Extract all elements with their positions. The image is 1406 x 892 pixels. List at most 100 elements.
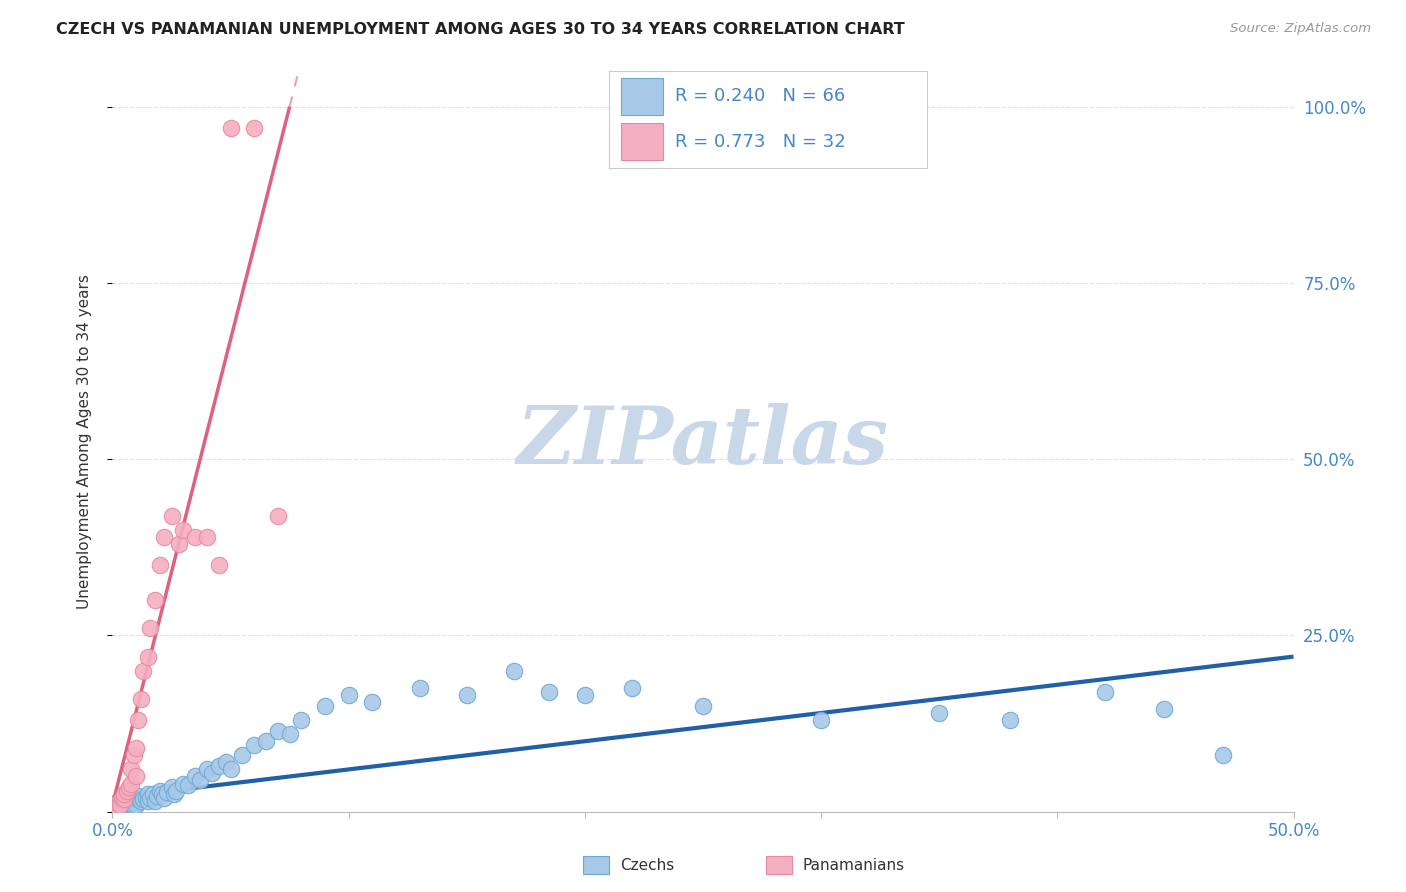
Point: [574, 689, 596, 703]
Point: [122, 748, 145, 763]
Point: [142, 787, 165, 801]
Point: [201, 766, 224, 780]
Point: [278, 727, 301, 741]
Point: [195, 530, 218, 544]
Point: [118, 799, 141, 814]
Point: [115, 797, 138, 812]
Point: [153, 790, 176, 805]
Point: [112, 799, 135, 814]
Point: [112, 787, 135, 801]
Point: [243, 120, 266, 135]
Point: [105, 797, 128, 811]
Text: R = 0.240   N = 66: R = 0.240 N = 66: [675, 87, 846, 105]
Point: [115, 783, 138, 797]
Point: [1153, 702, 1175, 716]
Point: [150, 787, 173, 801]
Point: [172, 776, 194, 790]
Point: [143, 794, 166, 808]
Point: [160, 508, 183, 523]
Point: [408, 681, 430, 696]
Point: [125, 797, 148, 812]
Text: ZIPatlas: ZIPatlas: [517, 403, 889, 480]
Point: [208, 558, 231, 572]
Point: [132, 792, 155, 806]
Point: [184, 530, 207, 544]
Point: [127, 713, 149, 727]
Point: [125, 790, 148, 805]
Point: [692, 698, 714, 713]
Point: [172, 523, 194, 537]
Point: [149, 783, 172, 797]
Point: [503, 664, 526, 678]
Point: [998, 713, 1021, 727]
Bar: [621, 123, 662, 160]
Point: [146, 789, 169, 804]
Point: [101, 801, 124, 815]
Point: [928, 706, 950, 720]
Point: [160, 780, 183, 794]
Text: Source: ZipAtlas.com: Source: ZipAtlas.com: [1230, 22, 1371, 36]
Point: [167, 537, 190, 551]
Point: [125, 741, 148, 756]
Point: [231, 748, 253, 763]
Bar: [621, 78, 662, 115]
Point: [111, 790, 134, 805]
Point: [163, 787, 186, 801]
Point: [456, 689, 478, 703]
Point: [810, 713, 832, 727]
Point: [156, 785, 179, 799]
Text: CZECH VS PANAMANIAN UNEMPLOYMENT AMONG AGES 30 TO 34 YEARS CORRELATION CHART: CZECH VS PANAMANIAN UNEMPLOYMENT AMONG A…: [56, 22, 905, 37]
Point: [122, 790, 145, 805]
Point: [112, 792, 135, 806]
Text: R = 0.773   N = 32: R = 0.773 N = 32: [675, 133, 846, 151]
Point: [120, 763, 142, 777]
Point: [219, 763, 242, 777]
Point: [104, 799, 127, 814]
Point: [127, 789, 149, 804]
Point: [290, 713, 312, 727]
Point: [188, 772, 211, 787]
Point: [254, 734, 277, 748]
Point: [208, 759, 231, 773]
Point: [361, 695, 384, 709]
Point: [132, 664, 155, 678]
Point: [136, 794, 159, 808]
Point: [129, 794, 152, 808]
Point: [337, 689, 360, 703]
Point: [139, 621, 162, 635]
Point: [177, 778, 200, 792]
Point: [101, 801, 124, 815]
Point: [136, 787, 159, 801]
Point: [267, 723, 290, 738]
Point: [153, 530, 176, 544]
Point: [120, 797, 142, 812]
Point: [115, 794, 138, 808]
Point: [215, 756, 238, 770]
Point: [118, 780, 141, 794]
Point: [129, 692, 152, 706]
Point: [267, 508, 290, 523]
Point: [111, 797, 134, 812]
Text: Czechs: Czechs: [620, 858, 675, 872]
Point: [149, 558, 172, 572]
Y-axis label: Unemployment Among Ages 30 to 34 years: Unemployment Among Ages 30 to 34 years: [77, 274, 91, 609]
Point: [1212, 748, 1234, 763]
Point: [108, 797, 131, 812]
Text: Panamanians: Panamanians: [803, 858, 905, 872]
Point: [108, 794, 131, 808]
Point: [135, 790, 157, 805]
Point: [184, 769, 207, 783]
Point: [195, 763, 218, 777]
Point: [243, 738, 266, 752]
Point: [314, 698, 336, 713]
Point: [127, 792, 149, 806]
Point: [621, 681, 644, 696]
Point: [112, 797, 135, 811]
Point: [118, 797, 141, 811]
Point: [143, 593, 166, 607]
Point: [139, 790, 162, 805]
Point: [136, 649, 159, 664]
Point: [219, 120, 242, 135]
Point: [538, 685, 561, 699]
Point: [125, 769, 148, 783]
